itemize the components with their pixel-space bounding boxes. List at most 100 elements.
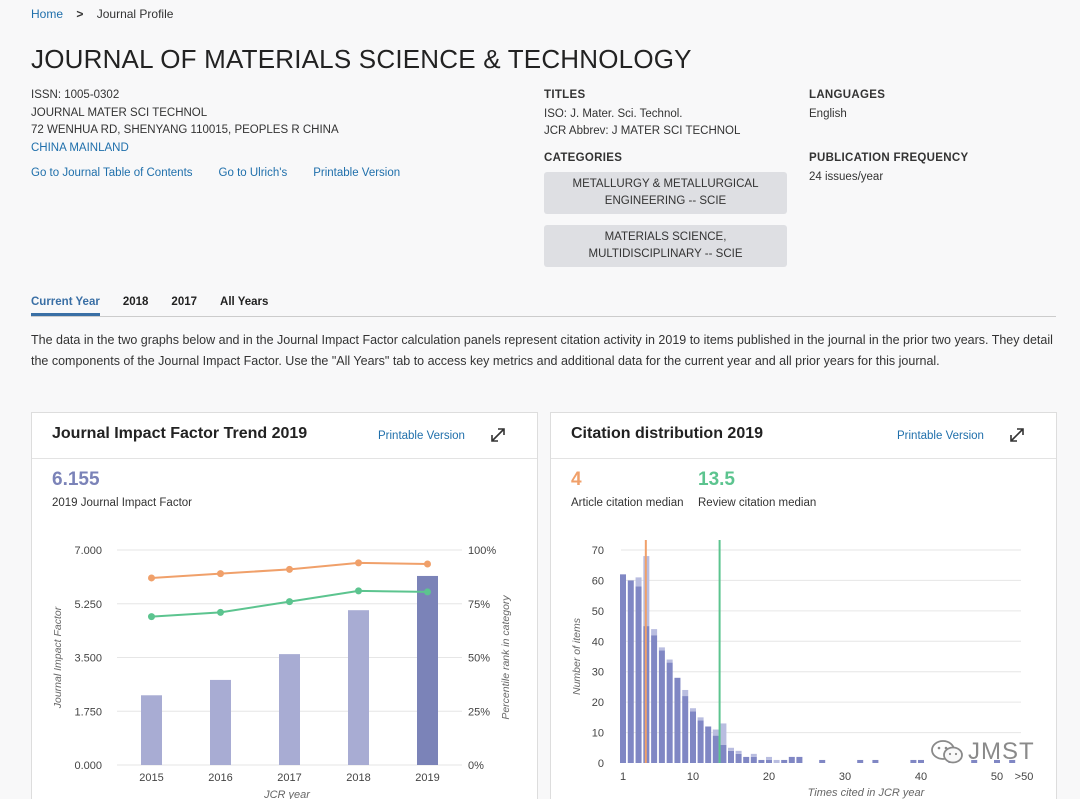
iso-title: ISO: J. Mater. Sci. Technol. bbox=[544, 107, 683, 120]
printable-version-link[interactable]: Printable Version bbox=[313, 167, 401, 179]
review-bar bbox=[697, 717, 704, 721]
y-tick-label: 40 bbox=[592, 636, 604, 648]
printable-version-link[interactable]: Printable Version bbox=[378, 430, 465, 442]
citation-distribution-chart: 0 10 20 30 40 50 60 70 1 10 20 30 40 50 >50 Times cited… bbox=[571, 540, 1034, 799]
percentile-point bbox=[148, 574, 155, 582]
y-tick-label: 0 bbox=[598, 758, 604, 770]
x-tick-label: 1 bbox=[620, 771, 626, 783]
jif-bar bbox=[210, 679, 231, 765]
breadcrumb-home-link[interactable]: Home bbox=[31, 7, 64, 21]
jif-trend-panel: Journal Impact Factor Trend 2019 Printab… bbox=[31, 412, 538, 799]
review-bar bbox=[690, 708, 696, 712]
category-line: ENGINEERING -- SCIE bbox=[604, 194, 727, 207]
review-median-value: 13.5 bbox=[698, 469, 735, 490]
categories-section: CATEGORIES METALLURGY & METALLURGICAL EN… bbox=[544, 150, 787, 267]
review-bar bbox=[766, 756, 772, 760]
x-tick-label: >50 bbox=[1015, 771, 1034, 783]
article-bar bbox=[796, 756, 803, 763]
article-bar bbox=[819, 759, 826, 763]
jif-bar bbox=[141, 695, 162, 765]
tab-2017[interactable]: 2017 bbox=[171, 296, 198, 308]
titles-section: TITLES ISO: J. Mater. Sci. Technol. JCR … bbox=[544, 87, 740, 141]
article-median-value: 4 bbox=[571, 469, 582, 490]
tab-all-years[interactable]: All Years bbox=[220, 296, 269, 308]
article-bar bbox=[971, 759, 978, 763]
wechat-icon bbox=[931, 740, 963, 764]
category-materials-science[interactable]: MATERIALS SCIENCE, MULTIDISCIPLINARY -- … bbox=[544, 224, 787, 267]
article-bar bbox=[766, 759, 772, 763]
tab-2018[interactable]: 2018 bbox=[122, 296, 149, 308]
x-tick-label: 20 bbox=[763, 771, 775, 783]
page-title: JOURNAL OF MATERIALS SCIENCE & TECHNOLOG… bbox=[31, 44, 692, 74]
frequency-value: 24 issues/year bbox=[809, 170, 884, 183]
article-bar bbox=[697, 720, 704, 763]
y2-tick-label: 75% bbox=[468, 599, 490, 611]
languages-section: LANGUAGES English bbox=[809, 87, 885, 123]
expand-icon[interactable] bbox=[490, 427, 506, 443]
percentile-point bbox=[424, 588, 431, 596]
percentile-point bbox=[355, 587, 362, 595]
category-line: MATERIALS SCIENCE, bbox=[604, 230, 727, 243]
ulrich-link[interactable]: Go to Ulrich's bbox=[218, 167, 288, 179]
jif-trend-chart: 0.000 0% 1.750 25% 3.500 50% 5.250 75% 7.000 100%… bbox=[52, 545, 512, 799]
article-bar bbox=[788, 756, 795, 763]
article-bar bbox=[781, 759, 788, 763]
y-tick-label: 10 bbox=[592, 728, 604, 740]
watermark: JMST bbox=[930, 738, 1035, 766]
review-bar bbox=[773, 759, 780, 763]
jif-value: 6.155 bbox=[52, 469, 100, 490]
article-bar bbox=[910, 759, 917, 763]
x-tick-label: 10 bbox=[687, 771, 699, 783]
review-bar bbox=[651, 629, 658, 636]
article-bar bbox=[728, 750, 734, 763]
jif-bar bbox=[417, 575, 438, 765]
review-bar bbox=[712, 729, 719, 736]
y-tick-label: 50 bbox=[592, 606, 604, 618]
expand-icon[interactable] bbox=[1009, 427, 1025, 443]
percentile-point bbox=[148, 613, 155, 621]
y2-axis-label: Percentile rank in category bbox=[500, 595, 512, 720]
article-bar bbox=[666, 662, 673, 763]
article-bar bbox=[720, 744, 727, 763]
percentile-point bbox=[217, 608, 224, 616]
review-bar bbox=[728, 747, 734, 751]
article-bar bbox=[627, 580, 634, 763]
y2-tick-label: 100% bbox=[468, 545, 496, 557]
categories-heading: CATEGORIES bbox=[544, 152, 623, 164]
article-bar bbox=[674, 677, 681, 763]
y-tick-label: 5.250 bbox=[74, 599, 102, 611]
y2-tick-label: 25% bbox=[468, 706, 490, 718]
y-tick-label: 70 bbox=[592, 545, 604, 557]
review-median-label: Review citation median bbox=[698, 497, 817, 509]
printable-version-link[interactable]: Printable Version bbox=[897, 430, 984, 442]
year-tabs: Current Year 2018 2017 All Years bbox=[31, 296, 1056, 317]
tab-current-year[interactable]: Current Year bbox=[31, 296, 100, 316]
breadcrumb-current: Journal Profile bbox=[96, 7, 174, 21]
jcr-abbrev: JCR Abbrev: J MATER SCI TECHNOL bbox=[544, 125, 741, 137]
frequency-section: PUBLICATION FREQUENCY 24 issues/year bbox=[809, 150, 968, 186]
issn-text: ISSN: 1005-0302 bbox=[31, 89, 120, 101]
y2-tick-label: 0% bbox=[468, 760, 484, 772]
journal-abbrev-text: JOURNAL MATER SCI TECHNOL bbox=[31, 106, 208, 119]
article-bar bbox=[758, 759, 765, 763]
percentile-point bbox=[286, 565, 293, 573]
jif-bar bbox=[348, 610, 369, 765]
category-metallurgy[interactable]: METALLURGY & METALLURGICAL ENGINEERING -… bbox=[544, 171, 787, 214]
percentile-point bbox=[424, 560, 431, 568]
panel-header: Citation distribution 2019 Printable Ver… bbox=[551, 413, 1056, 459]
panel-title: Citation distribution 2019 bbox=[571, 425, 764, 442]
article-median-label: Article citation median bbox=[571, 497, 684, 509]
toc-link[interactable]: Go to Journal Table of Contents bbox=[31, 167, 193, 179]
article-bar bbox=[750, 756, 757, 763]
article-bar bbox=[705, 726, 712, 763]
x-axis-label: Times cited in JCR year bbox=[808, 787, 926, 799]
y-tick-label: 30 bbox=[592, 667, 604, 679]
description-text: The data in the two graphs below and in … bbox=[31, 333, 1053, 368]
region-link[interactable]: CHINA MAINLAND bbox=[31, 141, 129, 154]
x-tick-label: 2019 bbox=[415, 772, 439, 784]
review-bar bbox=[635, 577, 642, 587]
article-bar bbox=[1009, 759, 1016, 763]
x-tick-label: 2015 bbox=[139, 772, 163, 784]
journal-links: Go to Journal Table of Contents Go to Ul… bbox=[31, 167, 400, 179]
article-bar bbox=[682, 696, 689, 763]
